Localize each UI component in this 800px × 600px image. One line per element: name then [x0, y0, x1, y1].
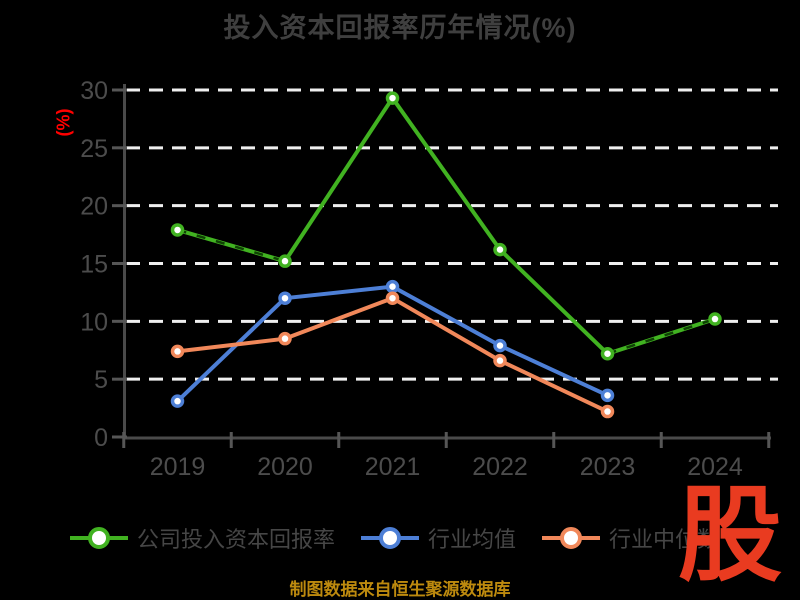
series-line-2 [175, 296, 610, 414]
data-point-marker [170, 344, 185, 359]
data-point-marker [493, 338, 507, 353]
legend-label-industry-median: 行业中位数 [609, 527, 720, 552]
legend-item-company-roic: 公司投入资本回报率 [70, 522, 335, 554]
y-tick-label: 10 [80, 308, 108, 336]
x-tick-label: 2019 [150, 453, 206, 481]
data-point-marker [385, 291, 400, 305]
data-point-marker [600, 346, 615, 361]
legend-label-industry-mean: 行业均值 [428, 527, 517, 552]
legend-marker-industry-median-icon [542, 527, 601, 549]
data-point-marker [493, 242, 507, 257]
y-tick-label: 15 [80, 250, 108, 278]
x-tick-label: 2023 [580, 453, 636, 481]
data-point-marker [170, 394, 185, 408]
legend-item-industry-median: 行业中位数 [542, 522, 719, 554]
data-point-marker [708, 312, 722, 326]
data-source-note: 制图数据来自恒生聚源数据库 [289, 580, 511, 599]
y-tick-label: 5 [94, 366, 108, 394]
data-point-marker [493, 353, 507, 368]
data-point-marker [600, 404, 615, 419]
legend-marker-industry-mean-icon [361, 527, 420, 549]
chart-title: 投入资本回报率历年情况(%) [223, 13, 577, 43]
data-point-marker [278, 254, 292, 268]
x-tick-label: 2024 [687, 453, 743, 481]
y-tick-label: 30 [80, 77, 108, 105]
legend-item-industry-mean: 行业均值 [361, 522, 516, 554]
x-tick-label: 2022 [472, 453, 528, 481]
data-point-marker [600, 388, 615, 403]
legend-label-company-roic: 公司投入资本回报率 [137, 527, 336, 552]
x-tick-label: 2020 [257, 453, 313, 481]
watermark-stock-glyph: 股 [678, 478, 783, 594]
y-tick-label: 0 [94, 424, 108, 452]
x-tick-label: 2021 [365, 453, 421, 481]
data-point-marker [170, 223, 185, 237]
y-tick-label: 25 [80, 135, 108, 163]
data-point-marker [278, 331, 292, 346]
y-tick-label: 20 [80, 193, 108, 221]
data-point-marker [278, 291, 292, 305]
chart-legend: 公司投入资本回报率 行业均值 行业中位数 [70, 521, 719, 555]
series-line-0 [175, 96, 717, 356]
data-point-marker [385, 91, 400, 105]
legend-marker-company-roic-icon [70, 527, 128, 549]
data-point-marker [385, 279, 400, 294]
